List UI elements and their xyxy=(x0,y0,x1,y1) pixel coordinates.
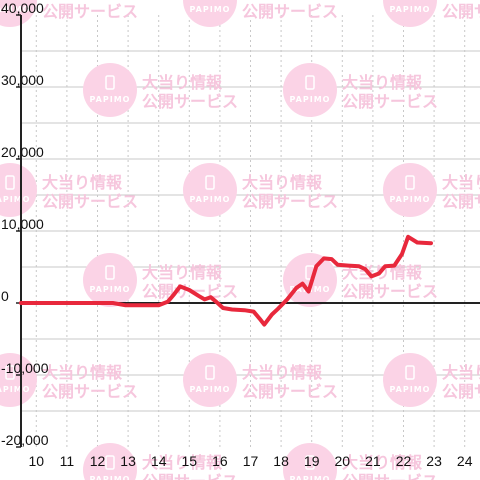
logo-wordmark: PAPIMO xyxy=(0,385,30,394)
x-tick-label: 22 xyxy=(396,453,412,469)
phone-icon xyxy=(305,455,315,470)
watermark-text: 大当り情報 xyxy=(42,173,123,192)
watermark-text: 公開サービス xyxy=(342,472,438,480)
x-tick-label: 12 xyxy=(90,453,106,469)
watermark-text: 大当り情報 xyxy=(442,0,480,2)
papimo-logo-circle xyxy=(183,353,237,407)
papimo-logo-circle xyxy=(83,253,137,307)
watermark-text: 大当り情報 xyxy=(142,263,223,282)
papimo-logo-circle xyxy=(0,0,37,27)
phone-icon xyxy=(305,75,315,90)
x-tick-label: 10 xyxy=(29,453,45,469)
logo-wordmark: PAPIMO xyxy=(390,385,431,394)
x-tick-label: 19 xyxy=(304,453,320,469)
phone-icon xyxy=(5,175,15,190)
papimo-logo-circle xyxy=(383,353,437,407)
papimo-logo-circle xyxy=(283,63,337,117)
watermark-text: 公開サービス xyxy=(242,192,338,211)
tick-labels: -20,000 -10,000 0 10,000 20,000 30,000 40,000 1… xyxy=(1,0,473,469)
phone-icon xyxy=(405,365,415,380)
logo-wordmark: PAPIMO xyxy=(190,385,231,394)
papimo-logo-circle xyxy=(283,253,337,307)
watermark-text: 公開サービス xyxy=(442,192,480,211)
phone-icon xyxy=(205,175,215,190)
watermark-text: 大当り情報 xyxy=(242,173,323,192)
watermark-text: 公開サービス xyxy=(242,2,338,21)
series-layer xyxy=(19,234,433,327)
logo-wordmark: PAPIMO xyxy=(90,95,131,104)
watermark-text: 大当り情報 xyxy=(142,453,223,472)
x-tick-label: 24 xyxy=(457,453,473,469)
series-line xyxy=(19,234,433,327)
phone-icon xyxy=(105,455,115,470)
logo-wordmark: PAPIMO xyxy=(190,5,231,14)
x-tick-label: 16 xyxy=(212,453,228,469)
x-tick-label: 17 xyxy=(243,453,259,469)
watermark-text: 大当り情報 xyxy=(342,73,423,92)
watermark-text: 公開サービス xyxy=(42,2,138,21)
grid xyxy=(21,15,480,447)
x-tick-label: 13 xyxy=(120,453,136,469)
y-tick-label: 10,000 xyxy=(1,216,44,232)
watermark-text: 公開サービス xyxy=(242,382,338,401)
papimo-logo-circle xyxy=(83,443,137,480)
watermark-text: 大当り情報 xyxy=(342,453,423,472)
papimo-logo-circle xyxy=(383,163,437,217)
logo-wordmark: PAPIMO xyxy=(190,195,231,204)
watermark-text: 大当り情報 xyxy=(42,0,123,2)
logo-wordmark: PAPIMO xyxy=(0,5,30,14)
x-tick-label: 15 xyxy=(182,453,198,469)
phone-icon xyxy=(5,365,15,380)
y-tick-label: -10,000 xyxy=(1,360,49,376)
papimo-logo-circle xyxy=(183,0,237,27)
watermark-text: 大当り情報 xyxy=(42,363,123,382)
watermark-text: 公開サービス xyxy=(142,472,238,480)
watermark-text: 公開サービス xyxy=(342,282,438,301)
phone-icon xyxy=(105,75,115,90)
watermark-text: 大当り情報 xyxy=(242,363,323,382)
watermark-text: 公開サービス xyxy=(42,382,138,401)
papimo-logo-circle xyxy=(283,443,337,480)
y-tick-label: 0 xyxy=(1,288,9,304)
x-tick-label: 23 xyxy=(426,453,442,469)
phone-icon xyxy=(105,265,115,280)
y-tick-label: 20,000 xyxy=(1,144,44,160)
watermark-text: 公開サービス xyxy=(442,2,480,21)
papimo-logo-circle xyxy=(183,163,237,217)
phone-icon xyxy=(205,365,215,380)
watermark-text: 公開サービス xyxy=(42,192,138,211)
logo-wordmark: PAPIMO xyxy=(90,475,131,480)
y-tick-label: -20,000 xyxy=(1,432,49,448)
papimo-logo-circle xyxy=(83,63,137,117)
watermark-text: 大当り情報 xyxy=(442,363,480,382)
x-tick-label: 11 xyxy=(60,453,75,469)
papimo-logo-circle xyxy=(0,163,37,217)
watermark-text: 大当り情報 xyxy=(242,0,323,2)
papimo-logo-circle xyxy=(383,0,437,27)
x-tick-label: 20 xyxy=(335,453,351,469)
y-tick-label: 30,000 xyxy=(1,72,44,88)
logo-wordmark: PAPIMO xyxy=(390,5,431,14)
y-tick-label: 40,000 xyxy=(1,0,44,16)
x-tick-label: 21 xyxy=(365,453,381,469)
watermark-text: 公開サービス xyxy=(342,92,438,111)
watermark-text: 公開サービス xyxy=(442,382,480,401)
watermark-text: 大当り情報 xyxy=(142,73,223,92)
phone-icon xyxy=(405,175,415,190)
logo-wordmark: PAPIMO xyxy=(390,195,431,204)
watermark-text: 公開サービス xyxy=(142,92,238,111)
watermark-text: 大当り情報 xyxy=(442,173,480,192)
x-tick-label: 18 xyxy=(273,453,289,469)
logo-wordmark: PAPIMO xyxy=(90,285,131,294)
logo-wordmark: PAPIMO xyxy=(0,195,30,204)
x-tick-label: 14 xyxy=(151,453,167,469)
logo-wordmark: PAPIMO xyxy=(290,95,331,104)
logo-wordmark: PAPIMO xyxy=(290,475,331,480)
